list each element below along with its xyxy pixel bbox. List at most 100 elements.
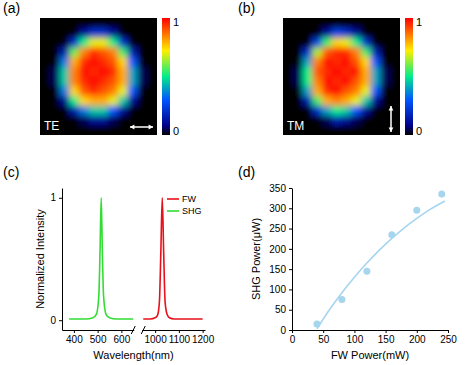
heatmap-cell	[361, 47, 371, 57]
tick-label: 200	[269, 244, 286, 255]
heatmap-cell	[342, 38, 352, 48]
heatmap-cell	[138, 116, 148, 126]
heatmap-cell	[351, 47, 361, 57]
tick: 50	[318, 330, 330, 345]
heatmap-cell	[60, 106, 70, 116]
heatmap-cell	[390, 96, 400, 106]
heatmap-cell	[99, 86, 109, 96]
heatmap-cell	[332, 86, 342, 96]
heatmap-cell	[128, 77, 138, 87]
colorbar	[405, 18, 413, 135]
heatmap-cell	[322, 106, 332, 116]
tick-label: 150	[378, 334, 395, 345]
heatmap-cell	[40, 18, 50, 28]
heatmap-cell	[89, 125, 99, 135]
heatmap-cell	[128, 47, 138, 57]
heatmap-cell	[89, 47, 99, 57]
heatmap-cell	[118, 38, 128, 48]
heatmap-cell	[381, 38, 391, 48]
heatmap-cell	[342, 106, 352, 116]
heatmap-cell	[322, 67, 332, 77]
image-background	[283, 18, 400, 135]
tick-mark	[59, 320, 62, 321]
heatmap-cell	[128, 86, 138, 96]
cells	[283, 18, 400, 135]
heatmap-cell	[322, 116, 332, 126]
heatmap-cell	[283, 106, 293, 116]
heatmap-cell	[381, 57, 391, 67]
heatmap-cell	[312, 67, 322, 77]
heatmap-cell	[138, 77, 148, 87]
heatmap-cell	[390, 77, 400, 87]
heatmap-cell	[108, 47, 118, 57]
heatmap-cell	[283, 38, 293, 48]
tick: 0	[280, 325, 292, 336]
heatmap-cell	[312, 57, 322, 67]
heatmap-cell	[60, 67, 70, 77]
heatmap-cell	[147, 67, 157, 77]
heatmap-cell	[361, 57, 371, 67]
heatmap-cell	[50, 38, 60, 48]
heatmap-cell	[361, 18, 371, 28]
heatmap-cell	[69, 106, 79, 116]
heatmap-cell	[60, 125, 70, 135]
heatmap-cell	[118, 86, 128, 96]
heatmap-cell	[89, 28, 99, 38]
plot-area	[69, 198, 203, 319]
heatmap-cell	[50, 57, 60, 67]
heatmap-cell	[118, 47, 128, 57]
heatmap-cell	[332, 67, 342, 77]
heatmap-cell	[332, 116, 342, 126]
tick-label: 0	[50, 315, 56, 326]
heatmap-cell	[118, 96, 128, 106]
heatmap-cell	[351, 28, 361, 38]
heatmap-cell	[99, 96, 109, 106]
heatmap-cell	[332, 47, 342, 57]
tick-label: 300	[269, 203, 286, 214]
tick-label: 1	[50, 192, 56, 203]
heatmap-cell	[60, 47, 70, 57]
tick: 200	[409, 330, 426, 345]
axis-break-mark	[131, 326, 135, 334]
heatmap-cell	[99, 47, 109, 57]
heatmap-cell	[312, 106, 322, 116]
heatmap-cell	[50, 77, 60, 87]
heatmap-cell	[89, 67, 99, 77]
heatmap-cell	[69, 77, 79, 87]
heatmap-cell	[371, 28, 381, 38]
heatmap-cell	[108, 96, 118, 106]
tick: 1000	[145, 330, 168, 345]
heatmap-cell	[390, 86, 400, 96]
heatmap-cell	[351, 125, 361, 135]
series-line	[317, 201, 445, 329]
heatmap-cell	[342, 67, 352, 77]
heatmap-cell	[283, 77, 293, 87]
heatmap-cell	[371, 106, 381, 116]
panel-label: (d)	[238, 164, 255, 180]
heatmap-cell	[69, 38, 79, 48]
heatmap-cell	[50, 28, 60, 38]
y-axis: 01	[50, 189, 62, 331]
tick: 100	[269, 284, 292, 295]
heatmap-panel: (b)TM01	[238, 0, 422, 137]
heatmap-cell	[128, 96, 138, 106]
heatmap-cell	[322, 96, 332, 106]
y-axis-title: Normalized Intensity	[34, 209, 46, 309]
heatmap-cell	[60, 57, 70, 67]
heatmap-cell	[312, 47, 322, 57]
heatmap-cell	[108, 38, 118, 48]
image-area	[283, 18, 400, 135]
heatmap-cell	[390, 18, 400, 28]
heatmap-cell	[342, 86, 352, 96]
tick-label: 250	[269, 223, 286, 234]
tick: 250	[269, 223, 292, 234]
heatmap-cell	[118, 116, 128, 126]
heatmap-cell	[293, 28, 303, 38]
heatmap-cell	[69, 116, 79, 126]
arrow-head	[149, 125, 153, 130]
tick-mark	[289, 310, 292, 311]
heatmap-cell	[303, 67, 313, 77]
tick-mark	[74, 330, 75, 333]
heatmap-cell	[342, 57, 352, 67]
heatmap-cell	[390, 28, 400, 38]
